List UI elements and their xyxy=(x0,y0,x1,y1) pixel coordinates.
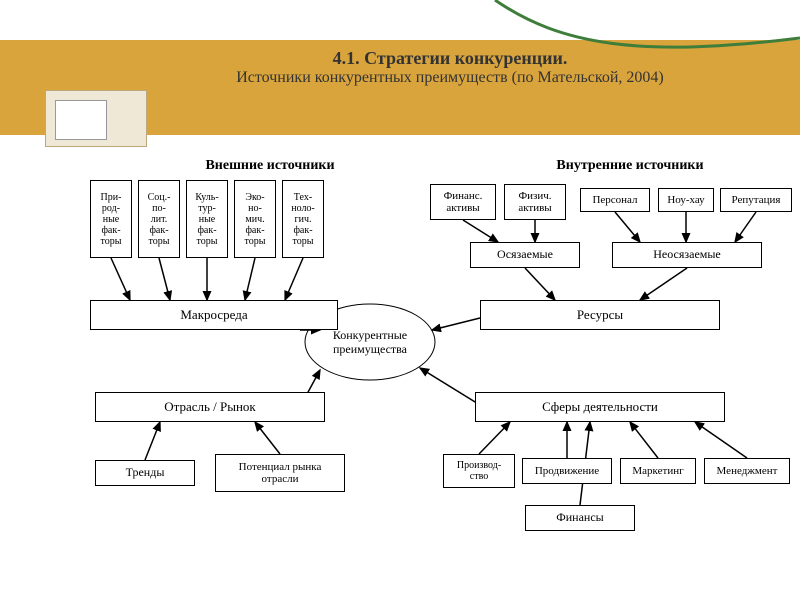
arrow-4 xyxy=(285,258,303,300)
slide-title: 4.1. Стратегии конкуренции.Источники кон… xyxy=(140,48,760,87)
node-n-tang: Осязаемые xyxy=(470,242,580,268)
decorative-image-1 xyxy=(55,100,107,140)
node-n-pot: Потенциал рынка отрасли xyxy=(215,454,345,492)
node-n-econ: Эко- но- мич. фак- торы xyxy=(234,180,276,258)
heading-int: Внутренние источники xyxy=(505,158,755,174)
heading-ext: Внешние источники xyxy=(170,158,370,174)
node-n-sphere: Сферы деятельности xyxy=(475,392,725,422)
arrow-0 xyxy=(111,258,130,300)
arrow-21 xyxy=(695,422,747,458)
node-n-res: Ресурсы xyxy=(480,300,720,330)
node-n-mkt: Маркетинг xyxy=(620,458,696,484)
center-ellipse-text-1: преимущества xyxy=(333,342,408,356)
node-n-mgmt: Менеджмент xyxy=(704,458,790,484)
node-n-macro: Макросреда xyxy=(90,300,338,330)
node-n-ind: Отрасль / Рынок xyxy=(95,392,325,422)
arrow-11 xyxy=(640,268,687,300)
node-n-intang: Неосязаемые xyxy=(612,242,762,268)
node-n-prod: Производ- ство xyxy=(443,454,515,488)
arrow-5 xyxy=(463,220,498,242)
title-bold: 4.1. Стратегии конкуренции. xyxy=(333,48,568,68)
arrow-1 xyxy=(159,258,170,300)
node-n-fin: Финанс. активы xyxy=(430,184,496,220)
arrow-20 xyxy=(630,422,658,458)
arrow-3 xyxy=(245,258,255,300)
center-ellipse-text-0: Конкурентные xyxy=(333,328,407,342)
arrow-17 xyxy=(255,422,280,454)
node-n-tech: Тех- ноло- гич. фак- торы xyxy=(282,180,324,258)
node-n-cult: Куль- тур- ные фак- торы xyxy=(186,180,228,258)
arrow-18 xyxy=(479,422,510,454)
node-n-trend: Тренды xyxy=(95,460,195,486)
arrow-16 xyxy=(145,422,160,460)
node-n-phys: Физич. активы xyxy=(504,184,566,220)
arrow-7 xyxy=(615,212,640,242)
arrow-9 xyxy=(735,212,756,242)
title-rest: Источники конкурентных преимуществ (по М… xyxy=(236,69,664,86)
arrow-15 xyxy=(420,368,480,405)
node-n-rep: Репутация xyxy=(720,188,792,212)
node-n-finb: Финансы xyxy=(525,505,635,531)
node-n-pers: Персонал xyxy=(580,188,650,212)
arrow-10 xyxy=(525,268,555,300)
node-n-know: Ноу-хау xyxy=(658,188,714,212)
node-n-promo: Продвижение xyxy=(522,458,612,484)
node-n-prirod: При- род- ные фак- торы xyxy=(90,180,132,258)
node-n-soc: Соц.- по- лит. фак- торы xyxy=(138,180,180,258)
arrow-13 xyxy=(432,318,480,330)
